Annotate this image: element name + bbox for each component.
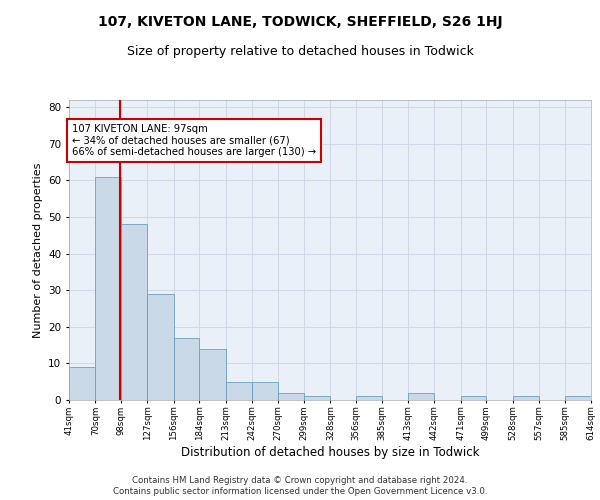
Bar <box>226 382 252 400</box>
Bar <box>121 224 148 400</box>
Bar <box>356 396 382 400</box>
Bar <box>69 367 95 400</box>
Y-axis label: Number of detached properties: Number of detached properties <box>32 162 43 338</box>
Bar <box>512 396 539 400</box>
Bar <box>95 177 121 400</box>
Text: Contains HM Land Registry data © Crown copyright and database right 2024.: Contains HM Land Registry data © Crown c… <box>132 476 468 485</box>
Bar <box>278 392 304 400</box>
Bar <box>461 396 486 400</box>
Bar <box>148 294 174 400</box>
Bar <box>304 396 331 400</box>
Text: Size of property relative to detached houses in Todwick: Size of property relative to detached ho… <box>127 45 473 58</box>
Bar <box>565 396 591 400</box>
Text: 107 KIVETON LANE: 97sqm
← 34% of detached houses are smaller (67)
66% of semi-de: 107 KIVETON LANE: 97sqm ← 34% of detache… <box>72 124 316 157</box>
Text: Contains public sector information licensed under the Open Government Licence v3: Contains public sector information licen… <box>113 487 487 496</box>
X-axis label: Distribution of detached houses by size in Todwick: Distribution of detached houses by size … <box>181 446 479 459</box>
Bar <box>408 392 434 400</box>
Text: 107, KIVETON LANE, TODWICK, SHEFFIELD, S26 1HJ: 107, KIVETON LANE, TODWICK, SHEFFIELD, S… <box>98 15 502 29</box>
Bar <box>174 338 199 400</box>
Bar <box>252 382 278 400</box>
Bar <box>199 349 226 400</box>
